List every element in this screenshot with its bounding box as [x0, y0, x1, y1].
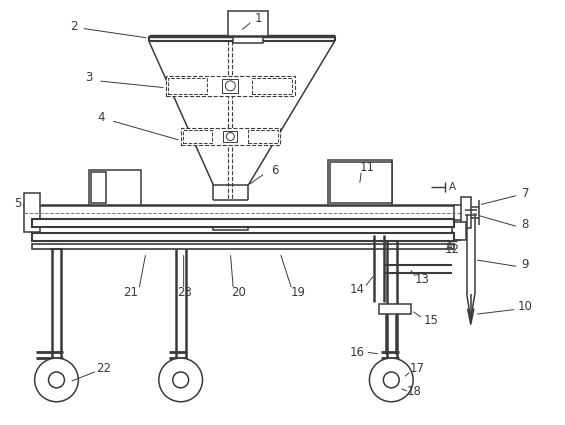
Bar [454, 205, 468, 220]
Text: 20: 20 [231, 286, 246, 299]
Circle shape [173, 372, 189, 388]
Bar [379, 304, 411, 314]
Text: 16: 16 [350, 346, 365, 359]
Bar [168, 78, 207, 94]
Bar [24, 193, 40, 232]
Text: 15: 15 [424, 314, 438, 327]
Bar [32, 244, 454, 249]
Text: 5: 5 [14, 196, 21, 210]
Text: 4: 4 [97, 111, 105, 124]
Bar [214, 220, 248, 230]
Text: 18: 18 [407, 385, 421, 398]
Text: 17: 17 [410, 363, 425, 375]
Bar [32, 233, 454, 241]
Text: 10: 10 [518, 300, 533, 313]
Bar [461, 197, 471, 228]
Text: 12: 12 [445, 243, 459, 256]
Text: 3: 3 [85, 71, 93, 85]
Bar [252, 78, 292, 94]
Circle shape [159, 358, 202, 402]
Text: 23: 23 [177, 286, 192, 299]
Circle shape [370, 358, 413, 402]
Bar [328, 160, 392, 205]
Bar [89, 170, 141, 205]
Bar [32, 219, 454, 227]
Bar [223, 130, 237, 142]
Bar [330, 162, 392, 203]
Text: 1: 1 [254, 12, 262, 25]
Text: 21: 21 [124, 286, 138, 299]
Text: A: A [446, 242, 454, 252]
Text: 22: 22 [95, 363, 111, 375]
Circle shape [225, 81, 235, 91]
Bar [92, 172, 106, 203]
Bar [452, 222, 466, 240]
Circle shape [227, 133, 234, 141]
Circle shape [34, 358, 79, 402]
Text: A: A [449, 182, 456, 192]
Bar [233, 37, 263, 43]
Text: 13: 13 [415, 273, 429, 286]
Text: 2: 2 [69, 20, 77, 33]
Text: 8: 8 [521, 218, 529, 232]
Bar [166, 76, 295, 96]
Text: 11: 11 [360, 161, 375, 174]
Bar [223, 79, 238, 93]
Text: 9: 9 [521, 258, 529, 271]
Text: 7: 7 [521, 187, 529, 200]
Text: 14: 14 [350, 283, 365, 296]
Text: 6: 6 [271, 164, 279, 177]
Circle shape [383, 372, 399, 388]
Text: 19: 19 [290, 286, 306, 299]
Circle shape [49, 372, 64, 388]
Bar [182, 130, 212, 144]
Bar [228, 11, 268, 36]
Bar [248, 130, 278, 144]
Bar [181, 128, 280, 145]
